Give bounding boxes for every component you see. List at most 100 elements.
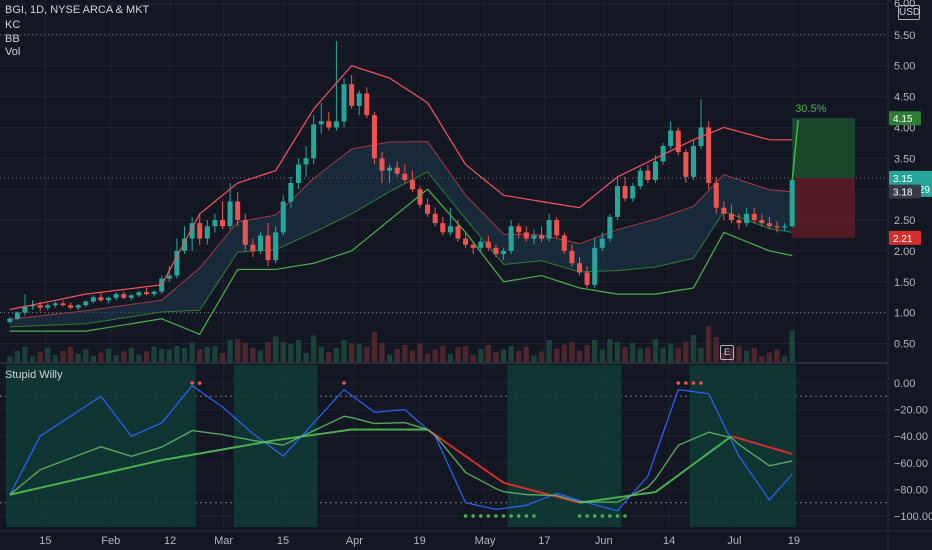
signal-line-segment xyxy=(108,469,117,474)
volume-bar xyxy=(143,351,150,362)
signal-line-segment xyxy=(328,430,337,434)
candle-body xyxy=(318,121,324,125)
candle-body xyxy=(675,130,681,153)
candle-body xyxy=(68,305,74,308)
overbought-dot xyxy=(691,381,696,385)
keltner-lower-line xyxy=(9,171,793,328)
candle-body xyxy=(295,164,301,183)
candle-body xyxy=(30,305,36,307)
candle-body xyxy=(577,263,583,273)
time-tick-label: 19 xyxy=(414,535,426,547)
candle-body xyxy=(45,305,51,308)
oversold-dot xyxy=(585,514,589,518)
signal-line-segment xyxy=(275,438,284,442)
signal-line-segment xyxy=(313,432,322,436)
signal-line-segment xyxy=(305,433,314,437)
candle-body xyxy=(690,145,696,177)
volume-bar xyxy=(402,345,408,362)
price-tick-label: 3.50 xyxy=(894,153,915,165)
candle-body xyxy=(242,220,248,245)
signal-line-segment xyxy=(24,488,33,493)
candle-body xyxy=(652,161,658,180)
signal-line-segment xyxy=(617,495,626,499)
candle-body xyxy=(60,303,66,306)
volume-bar xyxy=(105,348,112,362)
signal-line-segment xyxy=(138,462,147,467)
candle-body xyxy=(83,301,89,306)
gain-label: 30.5% xyxy=(795,103,826,115)
oscillator-tick-label: −40.00 xyxy=(894,431,928,443)
signal-line-segment xyxy=(131,464,140,469)
signal-line-segment xyxy=(556,495,565,500)
signal-line-segment xyxy=(541,491,550,496)
oscillator-lines xyxy=(9,384,793,512)
signal-line-segment xyxy=(761,444,770,449)
signal-line-segment xyxy=(746,439,755,444)
volume-bar xyxy=(219,353,226,362)
volume-bar xyxy=(561,344,567,362)
oversold-dot xyxy=(524,514,529,518)
volume-bar xyxy=(356,344,362,362)
candle-body xyxy=(592,247,598,285)
volume-bar xyxy=(523,347,529,362)
time-tick-label: Apr xyxy=(346,535,363,547)
symbol-title[interactable]: BGI, 1D, NYSE ARCA & MKT xyxy=(5,4,150,16)
oversold-dot xyxy=(486,514,491,518)
volume-bar xyxy=(265,342,271,362)
volume-bar xyxy=(75,353,81,362)
candle-body xyxy=(539,235,545,239)
signal-line-segment xyxy=(449,444,459,452)
volume-bar xyxy=(45,347,51,362)
volume-bar xyxy=(774,349,780,362)
volume-bar xyxy=(432,349,438,362)
signal-line-segment xyxy=(283,437,291,441)
volume-bar xyxy=(485,345,492,362)
signal-line-segment xyxy=(267,439,276,443)
indicator-kc-label[interactable]: KC xyxy=(5,19,21,31)
volume-bar xyxy=(675,347,681,362)
volume-bars xyxy=(7,326,795,362)
signal-line-segment xyxy=(677,468,687,477)
candle-body xyxy=(425,204,431,214)
oversold-dot xyxy=(600,514,605,518)
volume-bar xyxy=(713,337,719,362)
candle-body xyxy=(508,226,514,251)
signal-line-segment xyxy=(457,450,467,457)
oscillator-signal-dots xyxy=(190,381,703,518)
signal-line-segment xyxy=(153,459,162,463)
long-position-tool[interactable]: 30.5% xyxy=(791,103,855,238)
signal-line-segment xyxy=(769,446,778,451)
keltner-channel-fill xyxy=(9,141,793,327)
candle-body xyxy=(98,297,104,301)
time-tick-label: Feb xyxy=(101,535,120,547)
signal-line-segment xyxy=(222,447,231,451)
volume-bar xyxy=(174,346,180,362)
signal-line-segment xyxy=(700,452,710,460)
indicator-bb-label[interactable]: BB xyxy=(5,33,20,45)
gain-arrow xyxy=(791,120,799,180)
volume-bar xyxy=(781,356,788,362)
target-price-tag: 4.15 xyxy=(893,114,913,125)
price-tick-label: 2.00 xyxy=(894,246,915,258)
candle-body xyxy=(394,167,400,174)
currency-button[interactable]: USD xyxy=(898,5,921,20)
oversold-dot xyxy=(615,514,620,518)
candle-body xyxy=(478,241,484,248)
volume-bar xyxy=(743,350,750,362)
volume-bar xyxy=(159,348,165,362)
volume-bar xyxy=(394,349,400,362)
indicator-vol-label[interactable]: Vol xyxy=(5,46,21,58)
price-tick-label: 1.50 xyxy=(894,277,915,289)
volume-bar xyxy=(83,349,89,362)
oscillator-title[interactable]: Stupid Willy xyxy=(5,369,63,381)
oversold-dot xyxy=(471,514,475,518)
candle-body xyxy=(280,201,286,233)
volume-bar xyxy=(197,349,203,362)
candle-body xyxy=(121,294,127,298)
time-tick-label: 17 xyxy=(538,535,550,547)
volume-bar xyxy=(614,342,621,362)
earnings-badge[interactable]: E xyxy=(720,345,734,360)
signal-line-segment xyxy=(214,448,223,452)
volume-bar xyxy=(622,347,628,362)
